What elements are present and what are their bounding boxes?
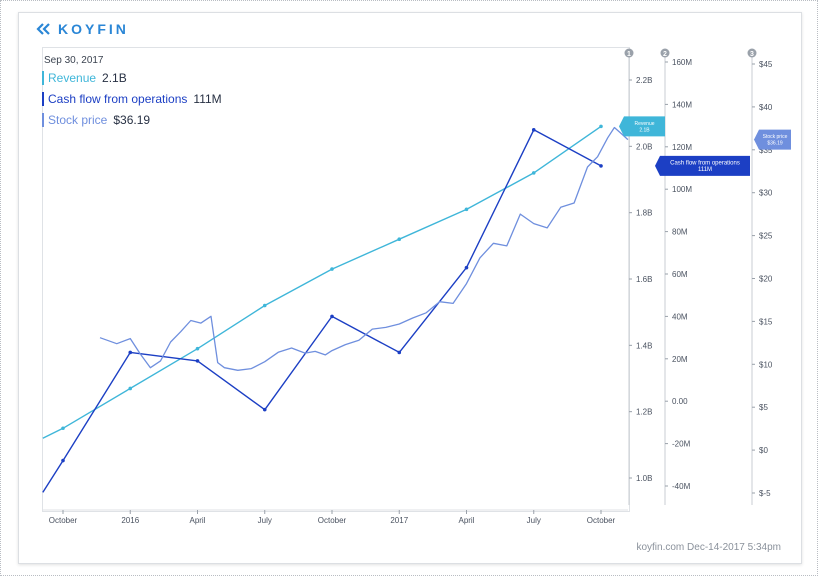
data-point [262, 303, 267, 308]
x-tick-label: April [189, 516, 205, 525]
x-tick-label: 2017 [390, 516, 408, 525]
y-tick-label: $15 [759, 317, 773, 326]
data-point [128, 350, 133, 355]
revenue-series [42, 125, 602, 439]
y-tick-label: $30 [759, 189, 773, 198]
axis-badge-label: 2 [663, 51, 667, 58]
last-value-marker-value: 111M [698, 167, 712, 173]
x-tick-label: October [587, 516, 616, 525]
y-tick-label: 0.00 [672, 397, 688, 406]
y-tick-label: 1.4B [636, 341, 652, 350]
axis-badge-revenue [624, 48, 634, 58]
y-tick-label: $-5 [759, 489, 771, 498]
y-tick-label: $45 [759, 60, 773, 69]
axis-badge-label: 1 [627, 51, 631, 58]
last-value-marker [754, 129, 791, 150]
legend-label: Cash flow from operations [48, 92, 188, 106]
last-value-marker-value: $36.19 [767, 141, 783, 147]
y-tick-label: 80M [672, 228, 688, 237]
x-tick-label: July [258, 516, 272, 525]
y-tick-label: -20M [672, 440, 691, 449]
x-tick-label: April [458, 516, 474, 525]
axis-badge-label: 3 [750, 51, 754, 58]
data-point [262, 407, 267, 412]
data-point [128, 386, 133, 391]
data-point [397, 350, 402, 355]
data-point [61, 458, 65, 463]
data-point [330, 267, 334, 271]
legend-item-stock-price[interactable]: Stock price $36.19 [42, 113, 150, 127]
stock-price-series [99, 126, 629, 371]
y-tick-label: 2.2B [636, 76, 652, 85]
legend-value: 2.1B [102, 71, 127, 85]
x-tick-label: October [318, 516, 347, 525]
y-tick-label: $10 [759, 360, 773, 369]
koyfin-logo[interactable]: KOYFIN [36, 19, 129, 39]
y-tick-label: 1.2B [636, 408, 652, 417]
legend-swatch [42, 113, 44, 127]
data-point [531, 128, 536, 132]
chart-card [18, 12, 802, 564]
y-tick-label: 2.0B [636, 142, 652, 151]
x-tick-label: 2016 [121, 516, 139, 525]
y-tick-label: 140M [672, 100, 692, 109]
legend-value: 111M [193, 92, 222, 106]
brand-name: KOYFIN [58, 21, 129, 37]
legend-swatch [42, 92, 44, 106]
y-tick-label: 160M [672, 58, 692, 67]
last-value-marker [655, 155, 750, 176]
y-tick-label: 1.8B [636, 209, 652, 218]
data-point [61, 426, 65, 431]
y-tick-label: 60M [672, 270, 688, 279]
y-tick-label: 20M [672, 355, 688, 364]
last-value-marker-name: Cash flow from operations [670, 160, 740, 166]
data-point [195, 359, 200, 363]
x-tick-label: October [49, 516, 78, 525]
y-tick-label: $5 [759, 403, 768, 412]
y-tick-label: 120M [672, 143, 692, 152]
legend-swatch [42, 71, 44, 85]
legend-value: $36.19 [113, 113, 151, 127]
last-value-marker-name: Stock price [763, 134, 788, 140]
data-point [599, 164, 603, 168]
y-tick-label: $25 [759, 232, 773, 241]
legend-item-revenue[interactable]: Revenue 2.1B [42, 71, 127, 85]
legend-item-cashflow[interactable]: Cash flow from operations 111M [42, 92, 222, 106]
last-value-marker-value: 2.1B [639, 127, 650, 133]
y-tick-label: 40M [672, 312, 688, 321]
data-point [599, 124, 603, 129]
cursor-date: Sep 30, 2017 [44, 55, 104, 66]
y-tick-label: -40M [672, 482, 691, 491]
y-tick-label: $40 [759, 103, 773, 112]
data-point [330, 314, 334, 319]
axis-badge-cashflow [660, 48, 670, 58]
data-point [397, 237, 402, 241]
y-tick-label: 100M [672, 185, 692, 194]
legend-label: Stock price [48, 113, 108, 127]
y-tick-label: $20 [759, 275, 773, 284]
data-point [531, 171, 536, 175]
y-tick-label: 1.6B [636, 275, 652, 284]
legend-label: Revenue [48, 71, 97, 85]
data-point [464, 265, 469, 270]
x-tick-label: July [527, 516, 541, 525]
data-point [464, 207, 469, 212]
koyfin-logo-icon [36, 23, 50, 35]
data-point [195, 346, 200, 351]
y-tick-label: 1.0B [636, 474, 652, 483]
last-value-marker-name: Revenue [634, 121, 654, 127]
cashflow-series [42, 129, 602, 493]
footer-timestamp: koyfin.com Dec-14-2017 5:34pm [636, 542, 781, 553]
y-tick-label: $0 [759, 446, 768, 455]
last-value-marker [619, 116, 665, 137]
axis-badge-price [747, 48, 757, 58]
y-tick-label: $35 [759, 146, 773, 155]
